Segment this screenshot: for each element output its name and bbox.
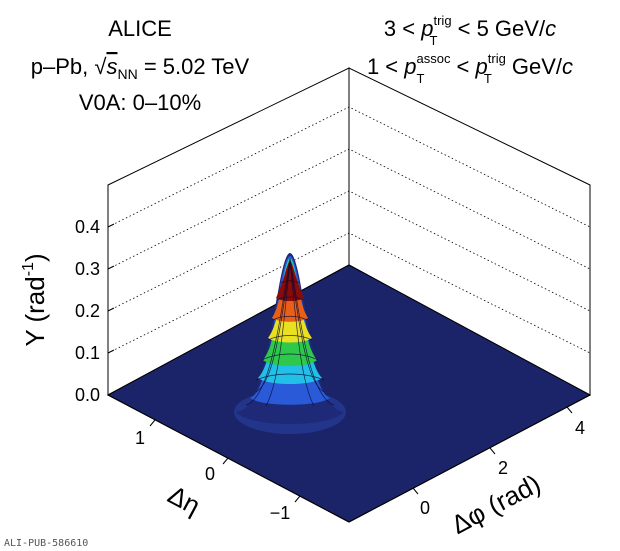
dphi-tick-label: 2 [498, 458, 508, 478]
z-tick-label: 0.2 [75, 301, 100, 321]
z-gridlines [107, 106, 591, 354]
dphi-axis-line [348, 394, 591, 523]
z-tick-mark [107, 265, 115, 270]
deta-tick-mark [294, 495, 301, 503]
z-tick-mark [107, 307, 115, 312]
deta-tick-mark [149, 419, 156, 427]
deta-axis-title: Δη [163, 479, 205, 520]
mesh-line [255, 261, 291, 393]
z-tick-label: 0.1 [75, 343, 100, 363]
peak-mesh [245, 257, 335, 407]
mesh-line [276, 296, 304, 301]
gridline-z-0.1 [107, 232, 591, 354]
z-tick-mark [107, 349, 115, 354]
gridline-z-0.4 [107, 106, 591, 228]
mesh-line [267, 335, 313, 341]
z-tick-mark [107, 223, 115, 228]
z-tick-label: 0.0 [75, 385, 100, 405]
mesh-line [272, 315, 308, 321]
deta-tick-mark [222, 457, 229, 465]
dphi-axis-title: Δφ (rad) [446, 468, 545, 540]
header-left: ALICE p–Pb, √sNN = 5.02 TeV V0A: 0–10% [31, 16, 250, 115]
dphi-tick-mark [412, 487, 419, 495]
near-side-peak [234, 253, 346, 434]
deta-tick-label: 0 [205, 464, 215, 484]
mesh-line [289, 261, 315, 407]
z-tick-label: 0.3 [75, 259, 100, 279]
gridline-z-0.2 [107, 190, 591, 312]
z-axis-title: Y (rad-1) [20, 253, 50, 346]
collision-system-label: p–Pb, √sNN = 5.02 TeV [31, 54, 250, 82]
deta-tick-label: 1 [135, 428, 145, 448]
experiment-label: ALICE [108, 16, 172, 41]
assoc-pt-label: 1 < passoc T < ptrig T GeV/c [367, 51, 573, 86]
publication-id: ALI-PUB-586610 [4, 538, 88, 549]
mesh-line [289, 261, 325, 393]
mesh-line [265, 261, 291, 407]
z-tick-label: 0.4 [75, 217, 100, 237]
dphi-tick-label: 0 [420, 498, 430, 518]
header-right: 3 < ptrig T < 5 GeV/c 1 < passoc T < ptrig… [367, 13, 573, 86]
gridline-z-0.3 [107, 148, 591, 270]
dphi-tick-label: 4 [575, 418, 585, 438]
deta-axis-line [107, 394, 350, 523]
mesh-line [245, 257, 335, 406]
centrality-label: V0A: 0–10% [79, 90, 201, 115]
deta-tick-label: −1 [270, 503, 291, 523]
mesh-line [280, 280, 300, 284]
mesh-line [255, 373, 325, 381]
trigger-pt-label: 3 < ptrig T < 5 GeV/c [384, 13, 556, 48]
dphi-tick-mark [566, 406, 573, 414]
mesh-line [261, 353, 319, 361]
dphi-tick-mark [489, 447, 496, 455]
z-axis: 0.0 0.1 0.2 0.3 0.4 Y (rad-1) [20, 217, 115, 405]
z-tick-mark [107, 391, 115, 396]
